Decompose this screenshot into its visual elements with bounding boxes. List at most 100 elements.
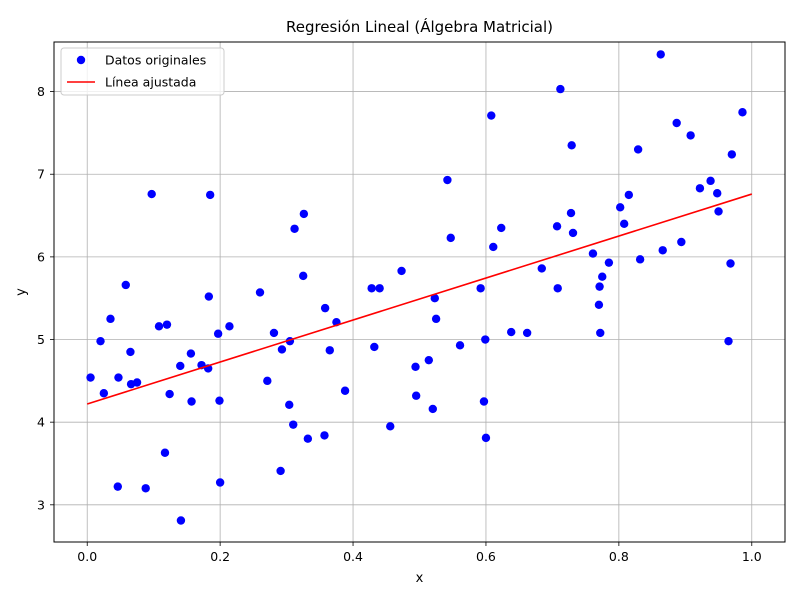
data-point	[205, 190, 215, 200]
data-point	[588, 249, 598, 258]
data-point	[397, 266, 406, 276]
data-point	[215, 478, 225, 487]
y-tick-label: 6	[37, 249, 45, 264]
data-point	[738, 108, 747, 117]
y-tick-label: 7	[37, 167, 45, 182]
data-point	[706, 176, 715, 186]
fitted-line	[86, 193, 753, 405]
data-point	[595, 282, 604, 291]
data-point	[162, 320, 172, 329]
data-point	[428, 404, 437, 414]
data-point	[443, 175, 452, 185]
data-point	[289, 420, 298, 429]
x-tick-label: 1.0	[742, 549, 762, 564]
data-point	[619, 219, 629, 229]
data-point	[99, 389, 109, 398]
data-point	[552, 222, 562, 231]
data-point	[431, 314, 441, 324]
data-point	[213, 329, 223, 338]
data-point	[106, 314, 115, 324]
x-tick-label: 0.2	[210, 549, 230, 564]
legend-label-line: Línea ajustada	[105, 75, 196, 90]
data-point	[113, 482, 122, 491]
data-point	[726, 259, 735, 268]
data-point	[604, 258, 614, 267]
x-tick-label: 0.4	[343, 549, 363, 564]
data-point	[656, 50, 665, 59]
data-point	[479, 397, 489, 406]
data-point	[695, 184, 705, 193]
data-point	[566, 208, 576, 218]
data-point	[553, 284, 562, 293]
data-point	[537, 264, 546, 273]
data-point	[624, 190, 634, 200]
y-tick-label: 4	[37, 415, 45, 430]
data-point	[686, 131, 695, 140]
data-point	[724, 336, 733, 346]
data-point	[121, 280, 130, 290]
legend-box	[60, 47, 225, 96]
tick-layer: 0.0 0.2 0.4 0.6 0.8 1.0 3 4 5 6 7 8	[37, 84, 762, 564]
data-point	[489, 242, 498, 252]
data-point	[594, 300, 604, 310]
data-point	[320, 431, 329, 440]
data-point	[269, 328, 279, 338]
data-point	[160, 448, 170, 457]
data-layer	[86, 50, 753, 525]
data-point	[147, 189, 156, 199]
data-point	[225, 322, 234, 331]
y-axis-label: y	[14, 288, 29, 296]
data-point	[215, 396, 224, 405]
data-point	[713, 189, 722, 198]
legend-label-scatter: Datos originales	[105, 53, 206, 68]
data-point	[96, 336, 105, 346]
data-point	[370, 342, 379, 352]
data-point	[481, 335, 490, 344]
data-point	[277, 345, 287, 354]
data-point	[567, 141, 576, 150]
y-tick-label: 8	[37, 84, 45, 99]
y-tick-label: 5	[37, 332, 45, 347]
data-point	[446, 233, 455, 243]
data-point	[204, 292, 214, 301]
data-point	[176, 516, 186, 525]
data-point	[672, 118, 681, 128]
data-point	[325, 346, 334, 355]
data-point	[633, 145, 643, 154]
data-point	[455, 341, 465, 350]
data-point	[596, 328, 605, 338]
data-point	[476, 284, 485, 293]
data-point	[186, 349, 196, 358]
data-point	[522, 328, 532, 338]
legend-marker-scatter	[76, 55, 86, 65]
data-point	[635, 255, 645, 264]
x-tick-label: 0.0	[77, 549, 97, 564]
data-point	[285, 400, 294, 410]
data-point	[386, 422, 395, 431]
y-tick-label: 3	[37, 497, 45, 512]
x-tick-label: 0.8	[609, 549, 629, 564]
data-point	[658, 246, 667, 255]
data-point	[255, 288, 265, 297]
data-point	[154, 322, 164, 331]
data-point	[290, 224, 299, 233]
grid-layer	[54, 42, 785, 542]
data-point	[303, 434, 313, 443]
plot-frame	[53, 41, 786, 543]
data-point	[714, 207, 723, 216]
data-point	[276, 466, 285, 476]
data-point	[340, 386, 350, 395]
data-point	[176, 361, 185, 371]
data-point	[598, 272, 607, 281]
data-point	[411, 391, 421, 400]
data-point	[367, 284, 376, 293]
data-point	[141, 484, 150, 493]
data-point	[375, 284, 384, 293]
data-point	[424, 355, 434, 365]
data-point	[299, 209, 309, 219]
data-point	[568, 228, 578, 238]
data-point	[86, 373, 95, 382]
data-point	[677, 237, 686, 247]
